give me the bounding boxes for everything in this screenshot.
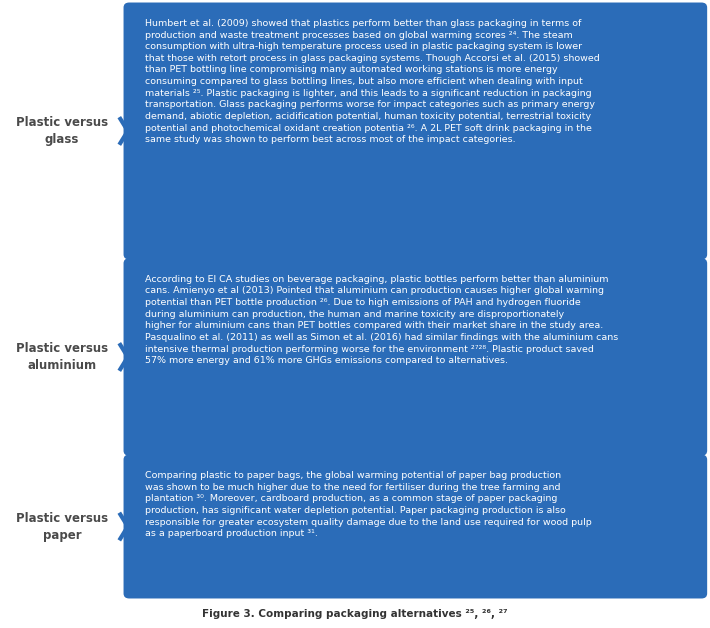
FancyBboxPatch shape	[124, 455, 707, 598]
Text: Comparing plastic to paper bags, the global warming potential of paper bag produ: Comparing plastic to paper bags, the glo…	[145, 471, 591, 538]
Text: Plastic versus
paper: Plastic versus paper	[16, 512, 108, 541]
Text: According to El CA studies on beverage packaging, plastic bottles perform better: According to El CA studies on beverage p…	[145, 274, 618, 365]
Text: Humbert et al. (2009) showed that plastics perform better than glass packaging i: Humbert et al. (2009) showed that plasti…	[145, 19, 599, 144]
Text: Plastic versus
glass: Plastic versus glass	[16, 116, 108, 146]
FancyBboxPatch shape	[124, 3, 707, 259]
Text: Plastic versus
aluminium: Plastic versus aluminium	[16, 342, 108, 372]
Text: Figure 3. Comparing packaging alternatives ²⁵, ²⁶, ²⁷: Figure 3. Comparing packaging alternativ…	[202, 609, 508, 619]
FancyBboxPatch shape	[124, 258, 707, 456]
